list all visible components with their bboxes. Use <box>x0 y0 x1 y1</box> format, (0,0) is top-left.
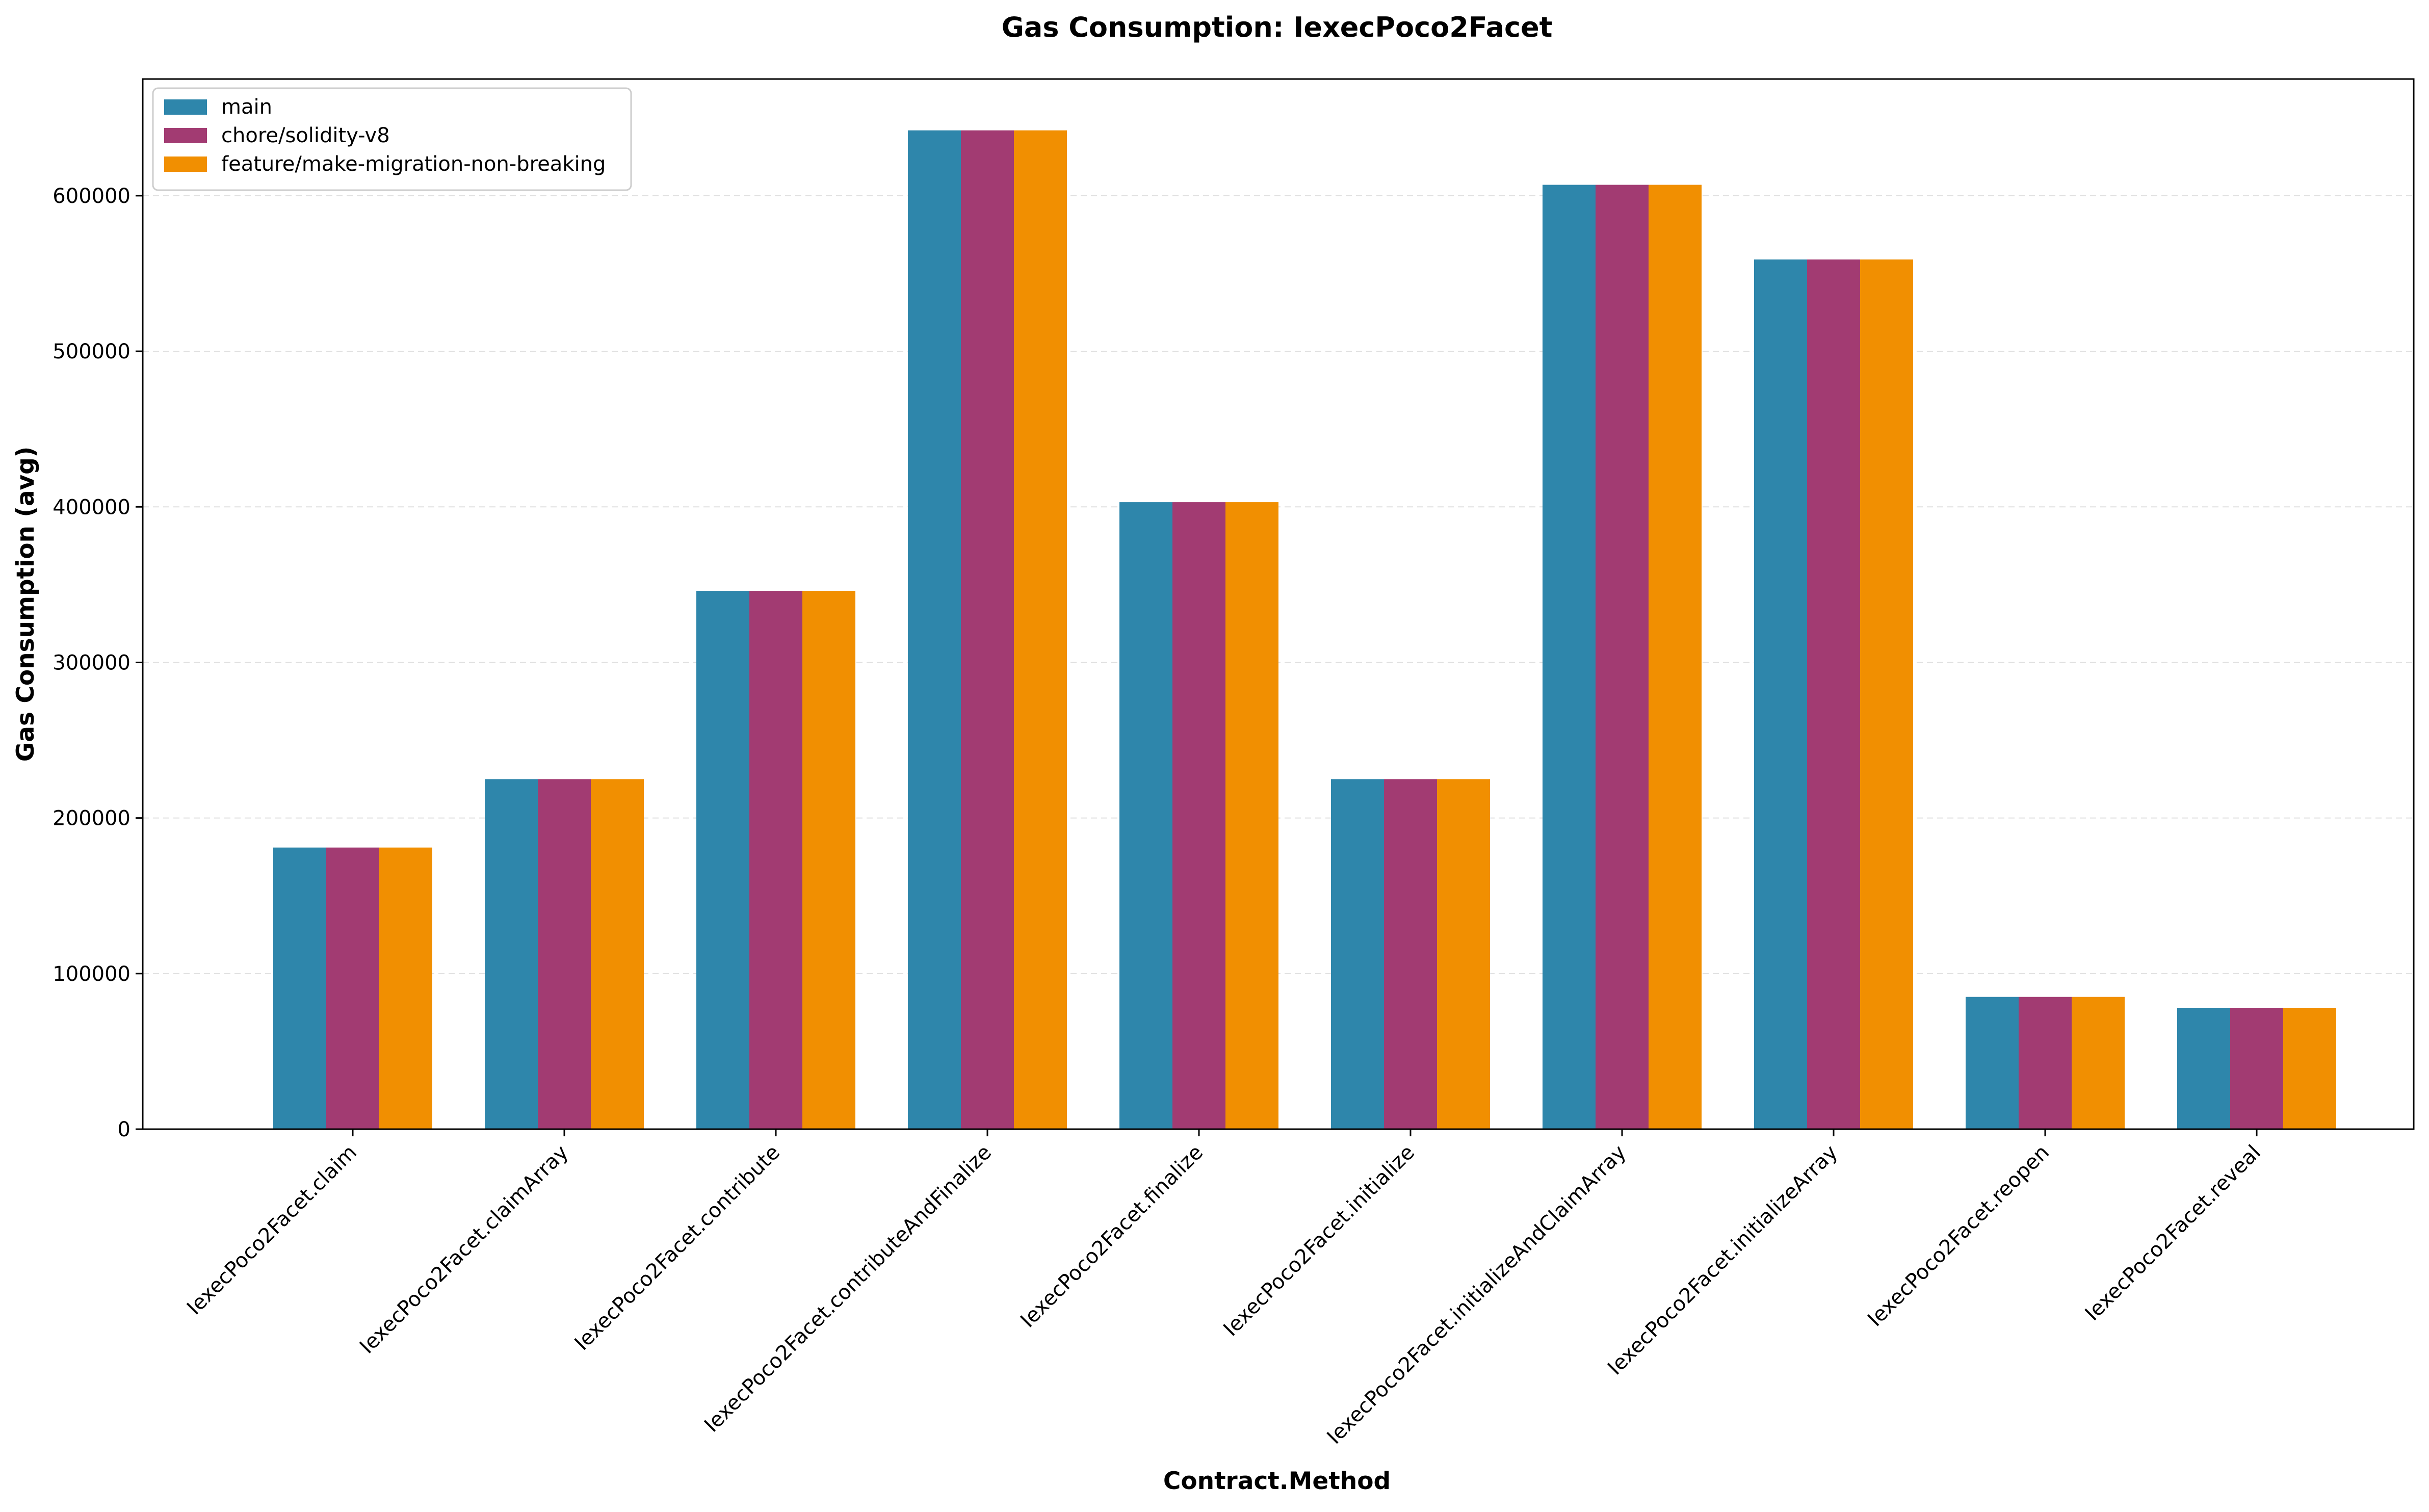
bar <box>379 847 432 1129</box>
bar <box>1543 185 1596 1130</box>
y-tick-label: 600000 <box>53 185 130 208</box>
bar <box>1649 185 1702 1130</box>
legend-label: main <box>221 95 272 119</box>
bar <box>538 779 591 1129</box>
y-tick-label: 500000 <box>53 340 130 363</box>
chart-title: Gas Consumption: IexecPoco2Facet <box>1002 11 1553 43</box>
plot-frame <box>142 78 2415 1130</box>
bar <box>1754 259 1807 1130</box>
bar <box>485 779 538 1129</box>
legend-label: feature/make-migration-non-breaking <box>221 152 606 176</box>
bar <box>326 847 379 1129</box>
y-tick-label: 200000 <box>53 807 130 830</box>
bar <box>2072 997 2125 1129</box>
bar <box>1437 779 1490 1129</box>
bar <box>1860 259 1913 1130</box>
bar <box>2283 1007 2336 1129</box>
bar <box>2230 1007 2283 1129</box>
bar <box>1966 997 2019 1129</box>
y-axis-title: Gas Consumption (avg) <box>12 447 40 762</box>
x-axis-title: Contract.Method <box>1163 1467 1391 1495</box>
legend-swatch <box>164 99 207 115</box>
y-tick-label: 400000 <box>53 496 130 519</box>
bar <box>1172 502 1225 1129</box>
legend-swatch <box>164 157 207 172</box>
bar <box>2019 997 2072 1129</box>
bars <box>273 130 2336 1130</box>
y-tick-label: 0 <box>118 1118 130 1141</box>
bar <box>1225 502 1278 1129</box>
y-tick-label: 300000 <box>53 651 130 674</box>
bar <box>1331 779 1384 1129</box>
legend: main chore/solidity-v8 feature/make-migrat… <box>152 87 632 191</box>
bar <box>908 130 961 1130</box>
bar <box>802 591 855 1129</box>
bar <box>1807 259 1860 1130</box>
bar <box>1384 779 1437 1129</box>
bar <box>1596 185 1649 1130</box>
bar <box>273 847 326 1129</box>
bar <box>696 591 749 1129</box>
bar <box>1014 130 1067 1130</box>
legend-label: chore/solidity-v8 <box>221 124 390 147</box>
y-tick-label: 100000 <box>53 962 130 986</box>
legend-box <box>152 87 632 191</box>
bar <box>1119 502 1172 1129</box>
y-axis: 0 100000 200000 300000 400000 500000 600000 <box>53 185 143 1141</box>
bar <box>591 779 644 1129</box>
bar <box>961 130 1014 1130</box>
bar <box>2177 1007 2230 1129</box>
bar <box>749 591 802 1129</box>
legend-swatch <box>164 128 207 143</box>
